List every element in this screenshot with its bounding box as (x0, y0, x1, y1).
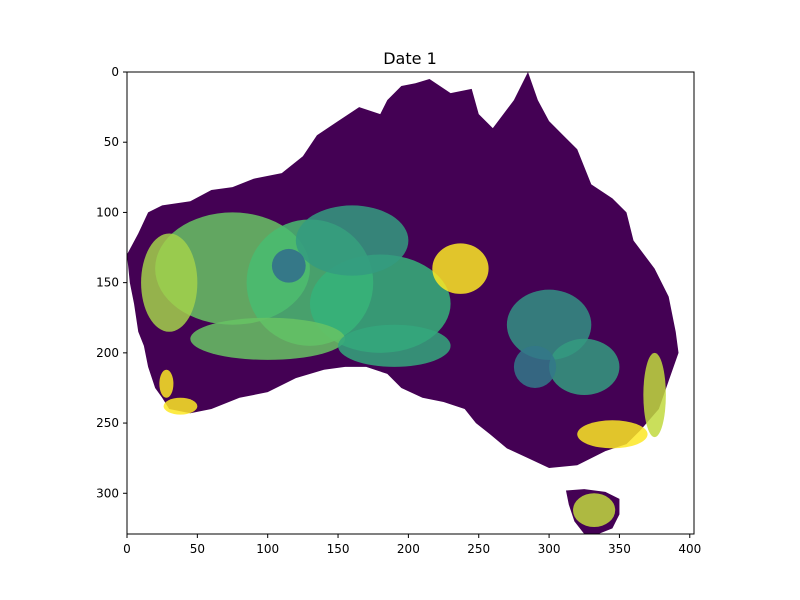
heatmap-patches (141, 205, 666, 527)
x-axis: 0 50 100 150 200 250 300 350 400 (123, 534, 701, 556)
y-tick-label: 200 (96, 346, 119, 360)
chart-title: Date 1 (383, 49, 437, 68)
x-tick-label: 150 (327, 542, 350, 556)
heatmap-patch (338, 324, 451, 367)
y-tick-label: 250 (96, 416, 119, 430)
heatmap-patch (190, 317, 346, 360)
heatmap-patch (549, 338, 620, 395)
heatmap-patch (271, 248, 306, 283)
heatmap-patch (577, 420, 648, 449)
x-tick-label: 250 (467, 542, 490, 556)
x-tick-label: 300 (538, 542, 561, 556)
x-tick-label: 0 (123, 542, 131, 556)
heatmap-patch (643, 352, 666, 438)
y-tick-label: 300 (96, 486, 119, 500)
heatmap-patch (432, 243, 489, 294)
y-tick-label: 50 (104, 135, 119, 149)
heatmap-patch (163, 397, 198, 415)
heatmap-area (127, 72, 694, 534)
heatmap-patch (159, 369, 174, 398)
plot-frame (126, 71, 695, 535)
heatmap-patch (513, 345, 557, 388)
x-tick-label: 100 (256, 542, 279, 556)
heatmap-patch (141, 233, 198, 332)
heatmap-patch (573, 493, 616, 527)
x-tick-label: 400 (678, 542, 701, 556)
y-axis: 0 50 100 150 200 250 300 (96, 65, 127, 500)
x-tick-label: 350 (608, 542, 631, 556)
y-tick-label: 0 (111, 65, 119, 79)
y-tick-label: 150 (96, 276, 119, 290)
x-tick-label: 50 (190, 542, 205, 556)
heatmap-patch (295, 205, 409, 276)
x-tick-label: 200 (397, 542, 420, 556)
y-tick-label: 100 (96, 205, 119, 219)
